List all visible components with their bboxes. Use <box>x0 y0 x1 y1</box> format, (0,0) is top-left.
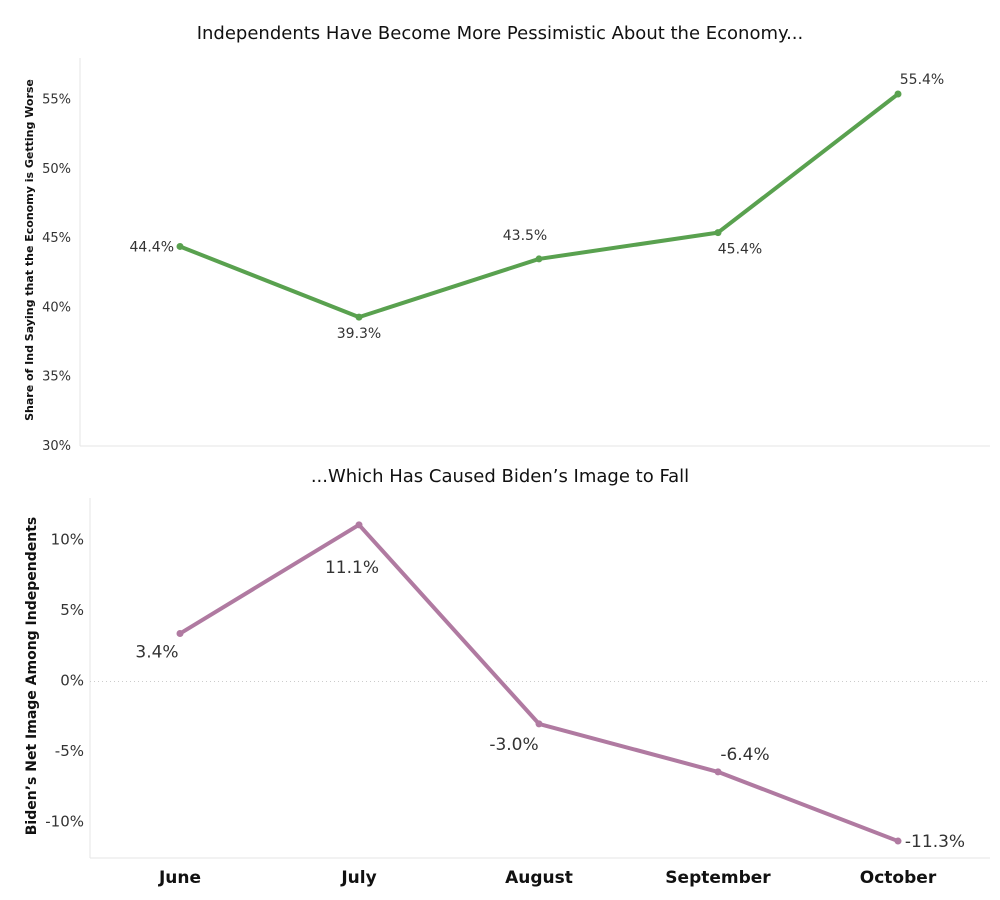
x-tick-label: October <box>860 868 937 888</box>
top-data-label: 39.3% <box>337 326 381 342</box>
top-data-label: 45.4% <box>718 242 762 258</box>
top-y-tick: 55% <box>42 93 71 108</box>
top-y-tick: 45% <box>42 231 71 246</box>
bottom-data-label: 3.4% <box>135 643 178 663</box>
bottom-y-ticks: -10% -5% 0% 5% 10% <box>45 530 84 830</box>
bottom-data-point <box>355 521 363 529</box>
bottom-y-tick: 5% <box>60 601 84 619</box>
bottom-series-line <box>178 522 900 844</box>
bottom-y-tick: 10% <box>51 530 84 548</box>
bottom-y-tick: 0% <box>60 672 84 690</box>
top-data-label: 44.4% <box>130 239 174 255</box>
top-data-point <box>894 90 902 98</box>
top-data-point <box>355 313 363 321</box>
top-data-point <box>714 229 722 237</box>
top-data-point <box>176 242 184 250</box>
bottom-data-label: -3.0% <box>489 735 538 755</box>
bottom-data-label: 11.1% <box>325 558 379 578</box>
top-y-axis-label: Share of Ind Saying that the Economy is … <box>23 79 36 421</box>
bottom-data-label: -6.4% <box>720 745 769 765</box>
top-data-points <box>176 90 902 321</box>
bottom-data-point <box>176 630 184 638</box>
top-data-point <box>535 255 543 263</box>
bottom-data-point <box>535 720 543 728</box>
bottom-y-tick: -5% <box>55 742 84 760</box>
bottom-y-tick: -10% <box>45 813 84 831</box>
top-y-tick: 30% <box>42 439 71 454</box>
x-tick-label: June <box>158 868 201 888</box>
top-y-tick: 40% <box>42 300 71 315</box>
top-series-line <box>178 92 900 320</box>
x-tick-label: September <box>665 868 771 888</box>
x-axis-ticks: June July August September October <box>158 868 937 888</box>
x-tick-label: July <box>340 868 376 888</box>
x-tick-label: August <box>505 868 573 888</box>
top-data-label: 43.5% <box>503 228 547 244</box>
bottom-data-label: -11.3% <box>905 832 965 852</box>
bottom-panel: ...Which Has Caused Biden’s Image to Fal… <box>24 466 990 859</box>
top-data-labels: 44.4% 39.3% 43.5% 45.4% 55.4% <box>130 72 945 342</box>
top-panel: Independents Have Become More Pessimisti… <box>23 23 990 454</box>
top-y-tick: 35% <box>42 370 71 385</box>
bottom-y-axis-label: Biden’s Net Image Among Independents <box>24 517 40 835</box>
bottom-data-labels: 3.4% 11.1% -3.0% -6.4% -11.3% <box>135 558 965 852</box>
bottom-data-points <box>176 521 902 845</box>
top-chart-title: Independents Have Become More Pessimisti… <box>197 23 804 44</box>
top-y-tick: 50% <box>42 162 71 177</box>
top-y-ticks: 30% 35% 40% 45% 50% 55% <box>42 93 71 454</box>
bottom-data-point <box>894 837 902 845</box>
bottom-chart-title: ...Which Has Caused Biden’s Image to Fal… <box>311 466 689 487</box>
top-data-label: 55.4% <box>900 72 944 88</box>
bottom-data-point <box>714 768 722 776</box>
